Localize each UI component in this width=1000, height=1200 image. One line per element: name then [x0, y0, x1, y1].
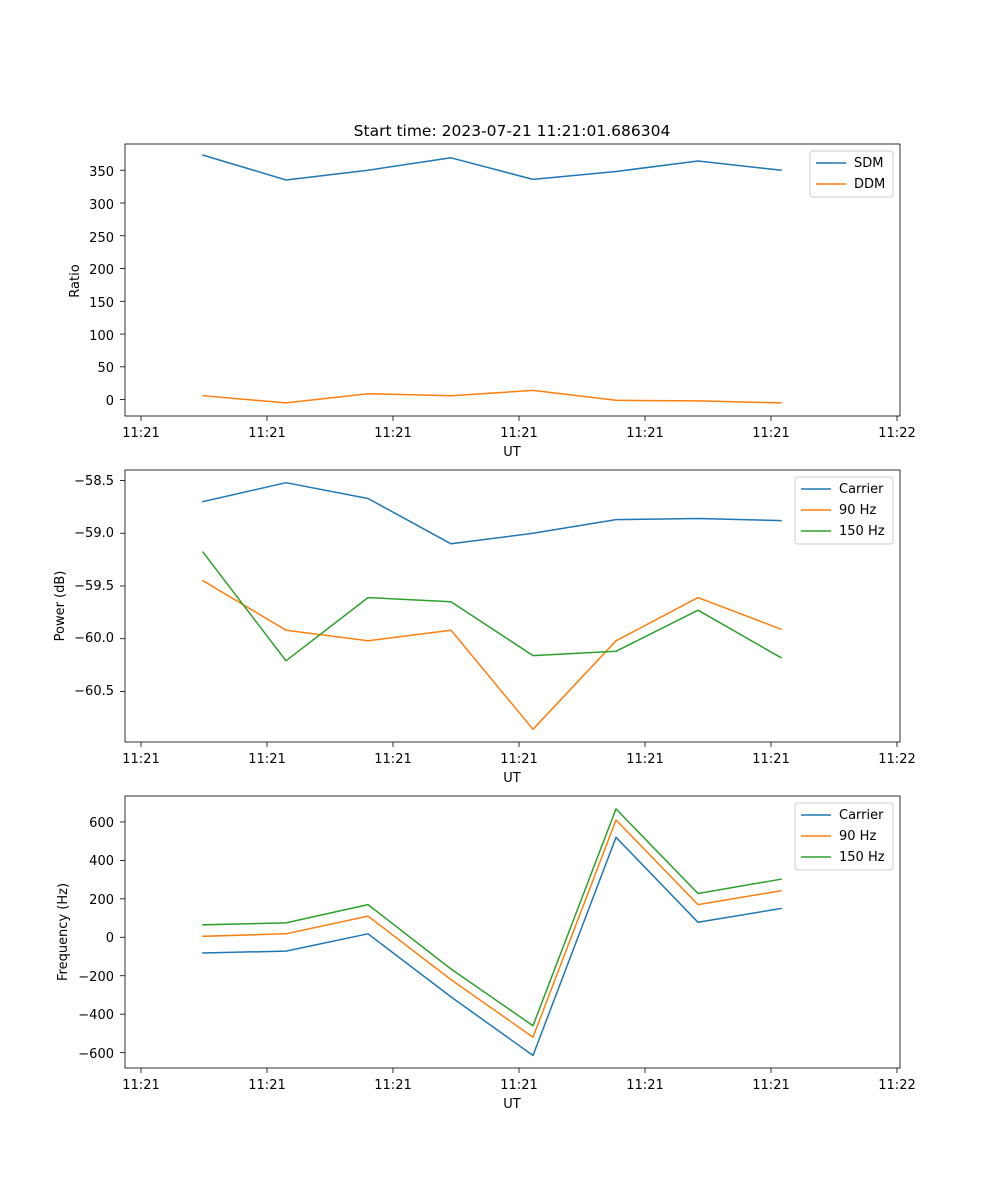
ratio-y-tick-label: 250	[89, 231, 114, 246]
ratio-x-tick-label: 11:21	[752, 426, 789, 441]
ratio-y-tick-label: 200	[89, 263, 114, 278]
ratio-legend: SDM DDM	[809, 150, 894, 198]
power-y-tick-label: −60.0	[74, 631, 114, 646]
power-x-axis-label: UT	[503, 771, 521, 786]
ratio-legend-label-sdm: SDM	[854, 156, 883, 171]
power-x-tick-label: 11:21	[626, 752, 663, 767]
frequency-x-tick-label: 11:21	[752, 1078, 789, 1093]
frequency-legend-box	[794, 802, 894, 871]
ratio-axes-frame	[124, 143, 901, 417]
power-x-ticks: 11:21 11:21 11:21 11:21 11:21 11:21 11:2…	[122, 752, 915, 767]
power-y-ticks: −58.5 −59.0 −59.5 −60.0 −60.5	[74, 474, 114, 699]
frequency-x-ticks: 11:21 11:21 11:21 11:21 11:21 11:21 11:2…	[122, 1078, 915, 1093]
ratio-y-tick-label: 50	[97, 361, 114, 376]
power-x-tick-label: 11:22	[878, 752, 915, 767]
ratio-series-line-ddm	[202, 389, 782, 404]
power-legend-label-150hz: 150 Hz	[839, 524, 885, 539]
frequency-legend: Carrier 90 Hz 150 Hz	[794, 802, 894, 871]
frequency-x-tick-label: 11:21	[248, 1078, 285, 1093]
frequency-y-tick-label: 600	[89, 816, 114, 831]
power-series-line-90hz	[201, 579, 782, 731]
power-x-tick-label: 11:21	[752, 752, 789, 767]
power-series-line-carrier	[202, 481, 782, 545]
power-legend-label-90hz: 90 Hz	[839, 503, 876, 518]
frequency-series-line-carrier	[202, 836, 782, 1057]
power-x-tick-label: 11:21	[500, 752, 537, 767]
ratio-x-tick-label: 11:21	[248, 426, 285, 441]
frequency-y-tick-label: −600	[78, 1047, 114, 1062]
frequency-y-tick-label: 0	[106, 931, 114, 946]
power-y-tick-label: −59.0	[74, 526, 114, 541]
ratio-x-tick-label: 11:21	[374, 426, 411, 441]
frequency-x-axis-label: UT	[503, 1097, 521, 1112]
ratio-x-tick-label: 11:21	[500, 426, 537, 441]
ratio-y-ticks: 0 50 100 150 200 250 300 350	[89, 165, 114, 409]
frequency-plot-area	[120, 795, 901, 1073]
ratio-y-axis-label: Ratio	[68, 264, 83, 297]
ratio-series-line-sdm	[202, 154, 782, 181]
power-series-line-150hz	[201, 551, 783, 662]
frequency-y-axis-label: Frequency (Hz)	[56, 883, 71, 981]
ratio-chart-title: Start time: 2023-07-21 11:21:01.686304	[354, 122, 671, 140]
power-legend-label-carrier: Carrier	[839, 482, 884, 497]
frequency-x-tick-label: 11:21	[374, 1078, 411, 1093]
ratio-y-tick-label: 300	[89, 198, 114, 213]
frequency-y-tick-label: 400	[89, 854, 114, 869]
power-plot-area	[120, 469, 901, 747]
frequency-y-tick-label: −400	[78, 1008, 114, 1023]
ratio-plot-area	[120, 143, 901, 421]
ratio-x-ticks: 11:21 11:21 11:21 11:21 11:21 11:21 11:2…	[122, 426, 915, 441]
frequency-legend-label-90hz: 90 Hz	[839, 829, 876, 844]
power-y-tick-label: −60.5	[74, 684, 114, 699]
power-y-tick-label: −59.5	[74, 579, 114, 594]
ratio-x-axis-label: UT	[503, 445, 521, 460]
power-x-tick-label: 11:21	[374, 752, 411, 767]
frequency-legend-label-150hz: 150 Hz	[839, 850, 885, 865]
ratio-y-tick-label: 100	[89, 329, 114, 344]
ratio-y-tick-label: 0	[106, 394, 114, 409]
ratio-y-tick-label: 350	[89, 165, 114, 180]
frequency-legend-label-carrier: Carrier	[839, 808, 884, 823]
ratio-y-tick-label: 150	[89, 296, 114, 311]
frequency-x-tick-label: 11:21	[122, 1078, 159, 1093]
power-axes-frame	[124, 469, 901, 743]
power-x-tick-label: 11:21	[248, 752, 285, 767]
power-legend: Carrier 90 Hz 150 Hz	[794, 476, 894, 545]
ratio-x-tick-label: 11:22	[878, 426, 915, 441]
frequency-y-tick-label: −200	[78, 970, 114, 985]
frequency-x-tick-label: 11:21	[626, 1078, 663, 1093]
power-y-axis-label: Power (dB)	[53, 571, 68, 642]
power-panel: Power (dB) UT 11:21 11:21 11:21 11:21 11…	[53, 469, 916, 786]
frequency-x-tick-label: 11:21	[500, 1078, 537, 1093]
frequency-series-line-150hz	[202, 808, 782, 1027]
ratio-legend-label-ddm: DDM	[854, 177, 885, 192]
ratio-x-tick-label: 11:21	[626, 426, 663, 441]
frequency-series-line-90hz	[202, 819, 782, 1038]
power-y-tick-label: −58.5	[74, 474, 114, 489]
frequency-axes-frame	[124, 795, 901, 1069]
frequency-x-tick-label: 11:22	[878, 1078, 915, 1093]
power-legend-box	[794, 476, 894, 545]
power-x-tick-label: 11:21	[122, 752, 159, 767]
ratio-x-tick-label: 11:21	[122, 426, 159, 441]
frequency-panel: Frequency (Hz) UT 11:21 11:21 11:21 11:2…	[56, 795, 916, 1112]
frequency-y-ticks: 600 400 200 0 −200 −400 −600	[78, 816, 114, 1062]
frequency-y-tick-label: 200	[89, 893, 114, 908]
ratio-panel: Start time: 2023-07-21 11:21:01.686304 R…	[68, 122, 916, 460]
